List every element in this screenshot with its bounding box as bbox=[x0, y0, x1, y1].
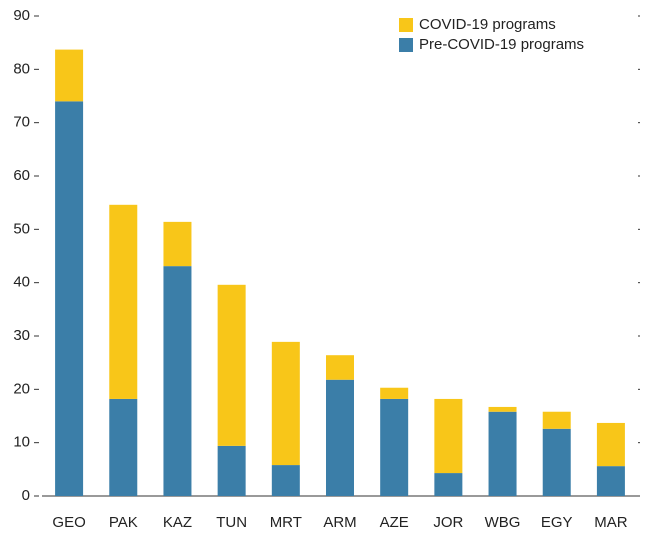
bar-segment bbox=[488, 406, 517, 412]
y-tick-label: 90 bbox=[13, 7, 30, 24]
x-tick-label: MRT bbox=[270, 514, 302, 531]
x-tick-label: EGY bbox=[541, 514, 573, 531]
x-tick-label: TUN bbox=[216, 514, 247, 531]
x-tick-label: MAR bbox=[594, 514, 628, 531]
bar-segment bbox=[109, 204, 138, 399]
y-tick-label: 30 bbox=[13, 327, 30, 344]
x-tick-label: AZE bbox=[380, 514, 409, 531]
y-tick-label: 50 bbox=[13, 220, 30, 237]
bar-segment bbox=[217, 284, 246, 446]
y-tick-label: 40 bbox=[13, 274, 30, 291]
x-tick-label: KAZ bbox=[163, 514, 192, 531]
bar-segment bbox=[596, 422, 625, 467]
x-tick-label: JOR bbox=[433, 514, 463, 531]
bar-segment bbox=[163, 221, 192, 267]
bar-segment bbox=[542, 428, 571, 496]
x-tick-label: GEO bbox=[52, 514, 85, 531]
legend-swatch bbox=[399, 18, 413, 32]
bar-segment bbox=[109, 398, 138, 496]
bar-segment bbox=[380, 387, 409, 399]
legend-label: COVID-19 programs bbox=[419, 16, 556, 33]
bar-segment bbox=[326, 355, 354, 380]
y-tick-label: 60 bbox=[13, 167, 30, 184]
legend-label: Pre-COVID-19 programs bbox=[419, 36, 584, 53]
bar-segment bbox=[380, 398, 409, 496]
legend-swatch bbox=[399, 38, 413, 52]
bar-segment bbox=[596, 466, 625, 496]
bar-segment bbox=[542, 411, 571, 429]
x-tick-label: WBG bbox=[485, 514, 521, 531]
bar-segment bbox=[163, 266, 192, 496]
y-tick-label: 20 bbox=[13, 380, 30, 397]
bar-segment bbox=[488, 411, 517, 496]
bar-segment bbox=[271, 465, 300, 496]
bar-segment bbox=[55, 101, 84, 496]
y-tick-label: 10 bbox=[13, 434, 30, 451]
x-tick-label: ARM bbox=[323, 514, 356, 531]
y-tick-label: 0 bbox=[22, 487, 30, 504]
bar-segment bbox=[326, 379, 354, 496]
bar-segment bbox=[217, 445, 246, 496]
y-tick-label: 80 bbox=[13, 60, 30, 77]
x-tick-label: PAK bbox=[109, 514, 138, 531]
y-tick-label: 70 bbox=[13, 114, 30, 131]
bar-segment bbox=[55, 49, 84, 102]
bar-segment bbox=[434, 473, 463, 496]
bar-segment bbox=[434, 398, 463, 474]
bar-segment bbox=[271, 341, 300, 466]
